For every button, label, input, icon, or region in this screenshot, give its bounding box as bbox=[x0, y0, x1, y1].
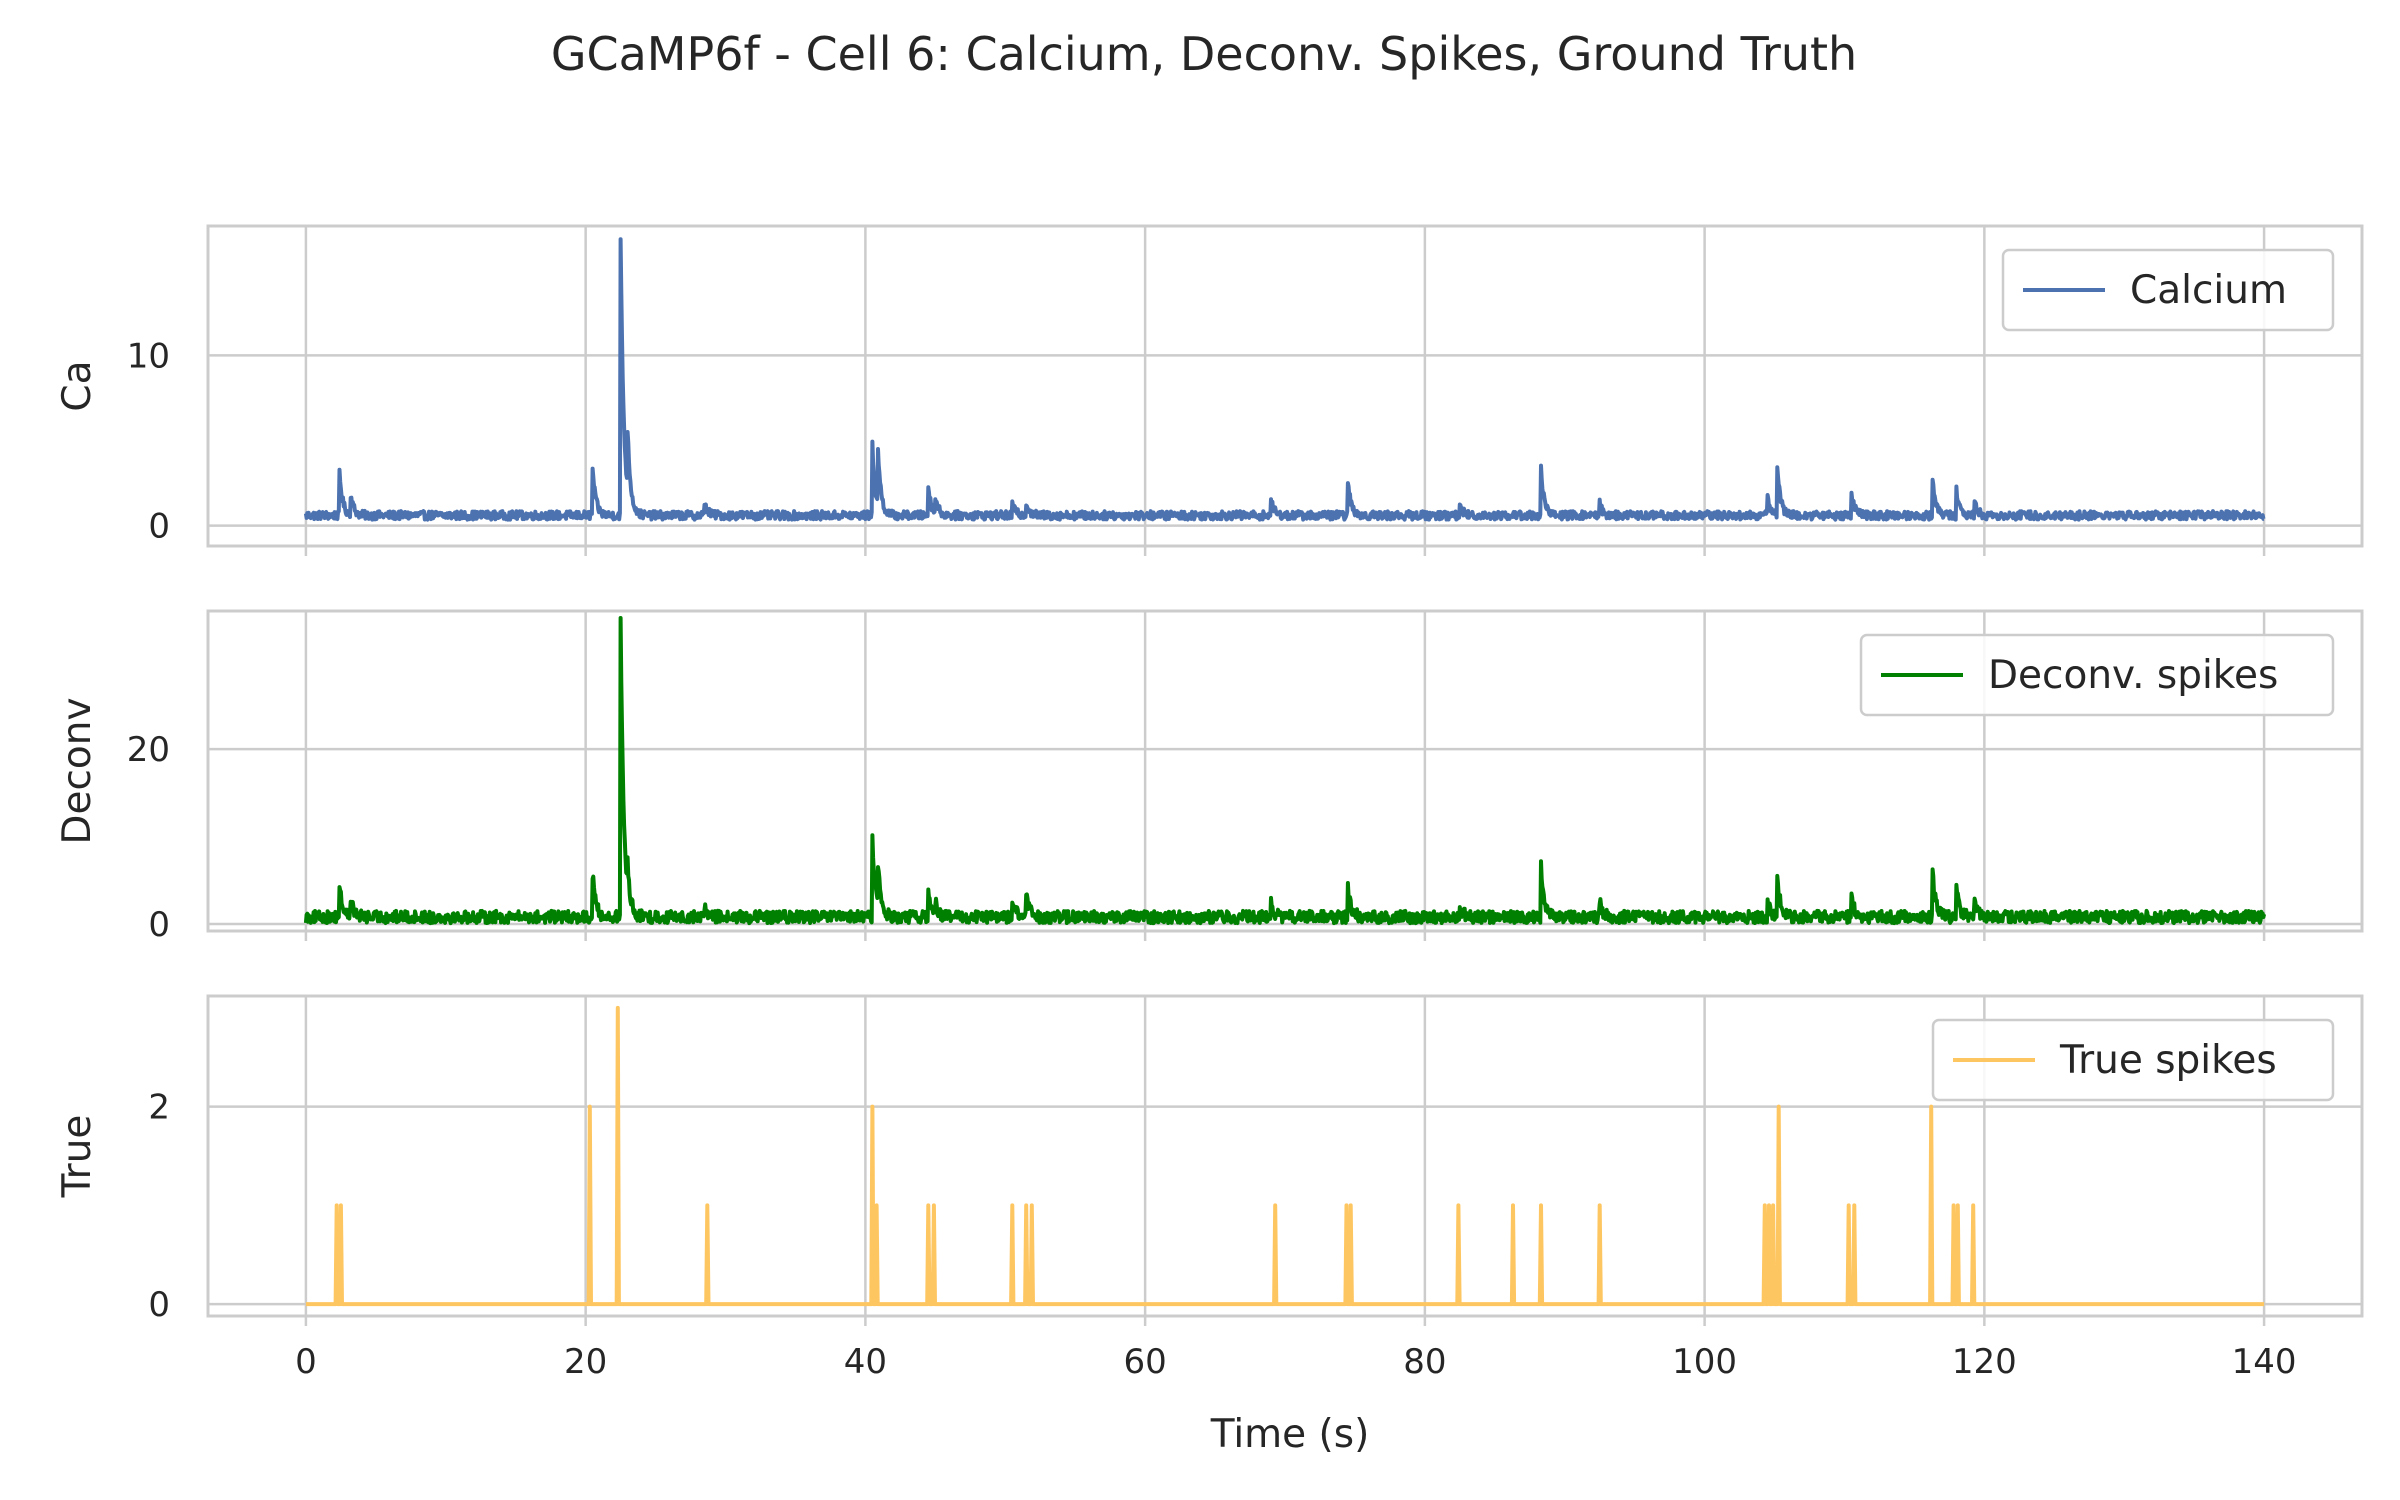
x-tick-label: 60 bbox=[1123, 1342, 1166, 1382]
panel-true: 0 2 True True spikes 0 20 40 60 80 100 120 140 bbox=[55, 994, 2364, 1382]
y-tick-label: 0 bbox=[148, 507, 170, 547]
series-line-calcium bbox=[303, 237, 2266, 522]
legend: Deconv. spikes bbox=[1859, 633, 2335, 717]
x-axis-label: Time (s) bbox=[1210, 1412, 1370, 1457]
legend-label: True spikes bbox=[2059, 1038, 2277, 1083]
y-tick-label: 10 bbox=[127, 336, 170, 376]
series-line-true-spikes bbox=[305, 1005, 2265, 1307]
x-tick-label: 120 bbox=[1952, 1342, 2017, 1382]
legend-label: Deconv. spikes bbox=[1988, 653, 2278, 698]
y-axis-label: True bbox=[55, 1115, 100, 1199]
x-tick-label: 140 bbox=[2232, 1342, 2297, 1382]
y-tick-label: 0 bbox=[148, 1285, 170, 1325]
plot-frame bbox=[206, 994, 2364, 1318]
plot-frame bbox=[206, 224, 2364, 548]
plot-frame bbox=[206, 609, 2364, 933]
legend-box bbox=[1859, 633, 2335, 717]
panel-ca: 0 10 Ca Calcium bbox=[55, 224, 2364, 556]
panel-deconv: 0 20 Deconv Deconv. spikes bbox=[55, 609, 2364, 945]
legend: Calcium bbox=[2001, 248, 2335, 332]
x-tick-label: 20 bbox=[564, 1342, 607, 1382]
series-line-deconv-spikes bbox=[303, 616, 2267, 926]
legend-box bbox=[2001, 248, 2335, 332]
y-tick-label: 0 bbox=[148, 905, 170, 945]
y-tick-label: 2 bbox=[148, 1088, 170, 1128]
legend-box bbox=[1931, 1018, 2335, 1102]
x-tick-label: 100 bbox=[1672, 1342, 1737, 1382]
x-tick-label: 40 bbox=[844, 1342, 887, 1382]
x-tick-label: 0 bbox=[295, 1342, 317, 1382]
y-axis-label: Deconv bbox=[55, 697, 100, 844]
x-tick-label: 80 bbox=[1403, 1342, 1446, 1382]
legend-label: Calcium bbox=[2130, 268, 2287, 313]
legend: True spikes bbox=[1931, 1018, 2335, 1102]
panels: 0 10 Ca Calcium 0 20 Deconv Deconv. spikes 0 2 Tru… bbox=[55, 224, 2364, 1382]
chart-title: GCaMP6f - Cell 6: Calcium, Deconv. Spike… bbox=[551, 27, 1857, 81]
y-tick-label: 20 bbox=[127, 730, 170, 770]
y-axis-label: Ca bbox=[55, 360, 100, 411]
